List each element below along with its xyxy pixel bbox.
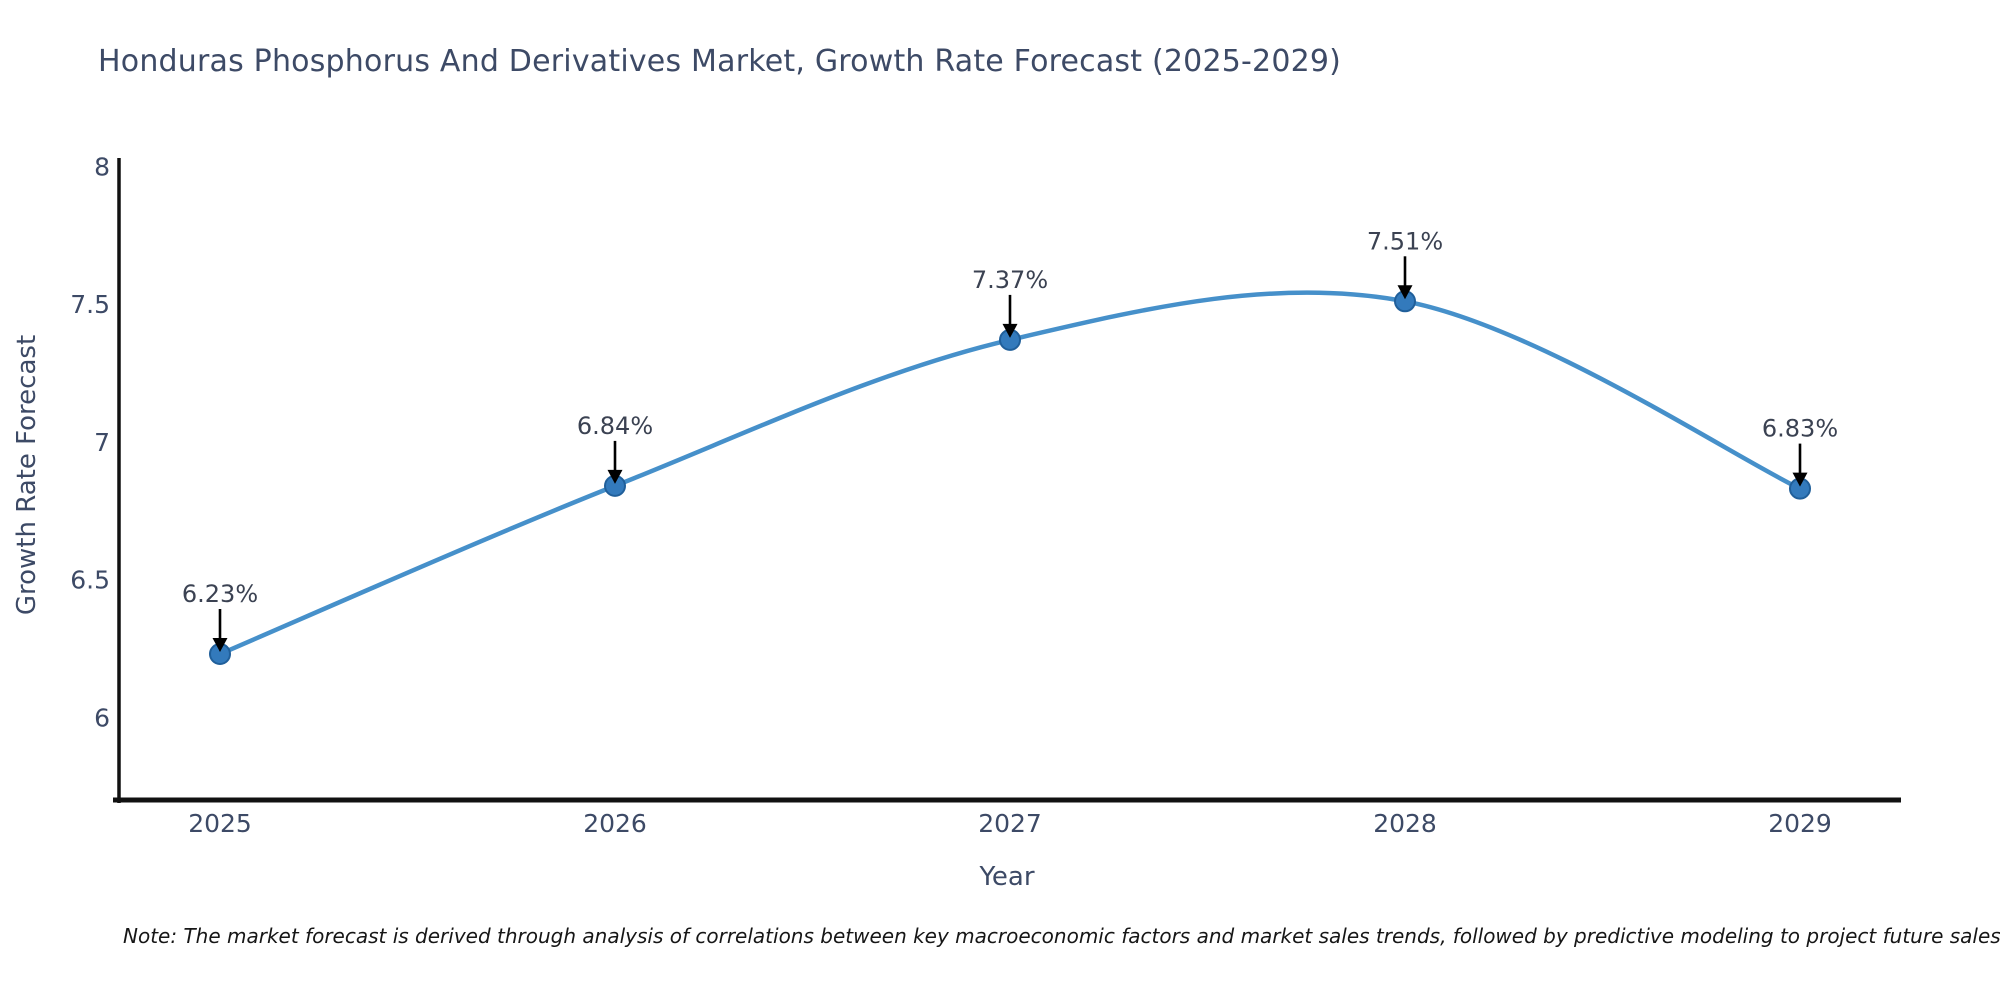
y-tick-label: 7 (94, 428, 110, 457)
annotation-arrowhead (1397, 285, 1413, 300)
y-tick-label: 8 (94, 152, 110, 181)
y-tick-label: 7.5 (70, 290, 110, 319)
annotation-label: 7.37% (972, 266, 1048, 294)
annotation-label: 6.83% (1762, 415, 1838, 443)
annotation-arrowhead (212, 638, 228, 652)
annotation-arrowhead (1002, 323, 1018, 338)
x-tick-label: 2029 (1768, 809, 1832, 838)
y-tick-label: 6.5 (70, 566, 110, 595)
x-tick-label: 2026 (583, 809, 647, 838)
chart-title: Honduras Phosphorus And Derivatives Mark… (98, 44, 1342, 79)
annotation-label: 6.84% (577, 412, 653, 440)
x-axis-label: Year (979, 862, 1035, 892)
annotation-label: 6.23% (182, 580, 258, 608)
x-tick-label: 2025 (188, 809, 252, 838)
y-tick-label: 6 (94, 703, 110, 732)
x-tick-label: 2027 (978, 809, 1042, 838)
x-tick-label: 2028 (1373, 809, 1437, 838)
annotation-label: 7.51% (1367, 227, 1443, 255)
footnote: Note: The market forecast is derived thr… (123, 924, 2000, 948)
annotation-arrowhead (607, 469, 623, 484)
annotation-arrowhead (1792, 472, 1808, 487)
